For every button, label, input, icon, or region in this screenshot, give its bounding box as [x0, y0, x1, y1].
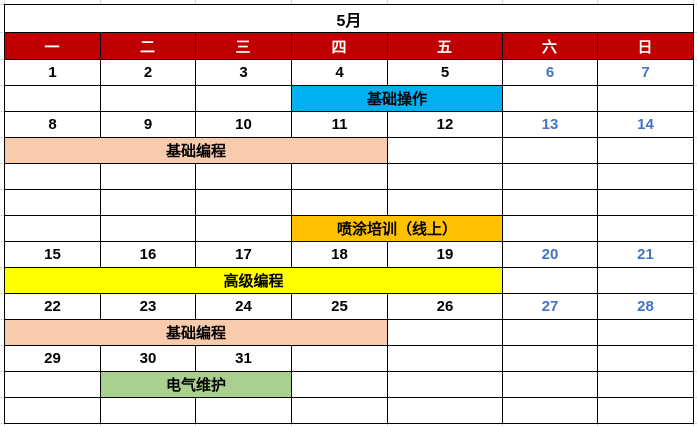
- date-cell[interactable]: 5: [388, 60, 503, 86]
- date-cell[interactable]: 27: [503, 294, 598, 320]
- empty-cell[interactable]: [196, 398, 292, 424]
- empty-cell[interactable]: [598, 398, 694, 424]
- empty-cell[interactable]: [388, 164, 503, 190]
- date-cell[interactable]: [388, 346, 503, 372]
- date-cell[interactable]: 18: [292, 242, 388, 268]
- empty-cell[interactable]: [503, 268, 598, 294]
- empty-cell[interactable]: [503, 86, 598, 112]
- date-cell[interactable]: [503, 346, 598, 372]
- empty-cell[interactable]: [503, 216, 598, 242]
- empty-cell[interactable]: [388, 398, 503, 424]
- empty-cell[interactable]: [5, 190, 101, 216]
- date-cell[interactable]: 28: [598, 294, 694, 320]
- date-cell[interactable]: 2: [101, 60, 196, 86]
- date-cell[interactable]: 17: [196, 242, 292, 268]
- date-cell[interactable]: 11: [292, 112, 388, 138]
- date-cell[interactable]: 1: [5, 60, 101, 86]
- date-cell[interactable]: 15: [5, 242, 101, 268]
- empty-cell[interactable]: [388, 372, 503, 398]
- empty-cell[interactable]: [292, 398, 388, 424]
- empty-cell[interactable]: [503, 372, 598, 398]
- date-cell[interactable]: 20: [503, 242, 598, 268]
- empty-cell[interactable]: [5, 372, 101, 398]
- calendar-month-title: 5月: [5, 5, 694, 33]
- empty-cell[interactable]: [388, 138, 503, 164]
- empty-cell[interactable]: [598, 164, 694, 190]
- empty-cell[interactable]: [598, 268, 694, 294]
- date-cell[interactable]: 6: [503, 60, 598, 86]
- empty-cell[interactable]: [503, 164, 598, 190]
- date-cell[interactable]: 23: [101, 294, 196, 320]
- empty-cell[interactable]: [196, 86, 292, 112]
- empty-cell[interactable]: [388, 320, 503, 346]
- empty-cell[interactable]: [598, 320, 694, 346]
- date-cell[interactable]: 14: [598, 112, 694, 138]
- date-cell[interactable]: 19: [388, 242, 503, 268]
- empty-cell[interactable]: [598, 138, 694, 164]
- empty-cell[interactable]: [388, 190, 503, 216]
- date-cell[interactable]: 12: [388, 112, 503, 138]
- empty-cell[interactable]: [5, 86, 101, 112]
- date-cell[interactable]: 9: [101, 112, 196, 138]
- date-cell[interactable]: 4: [292, 60, 388, 86]
- weekday-header-2: 二: [101, 33, 196, 60]
- date-cell[interactable]: 10: [196, 112, 292, 138]
- weekday-header-7: 日: [598, 33, 694, 60]
- empty-cell[interactable]: [101, 190, 196, 216]
- empty-cell[interactable]: [5, 398, 101, 424]
- empty-cell[interactable]: [292, 164, 388, 190]
- empty-cell[interactable]: [598, 216, 694, 242]
- empty-cell[interactable]: [5, 164, 101, 190]
- empty-cell[interactable]: [196, 216, 292, 242]
- date-cell[interactable]: 25: [292, 294, 388, 320]
- empty-cell[interactable]: [292, 372, 388, 398]
- event-bar[interactable]: 基础编程: [5, 138, 388, 164]
- empty-cell[interactable]: [598, 86, 694, 112]
- weekday-header-6: 六: [503, 33, 598, 60]
- empty-cell[interactable]: [598, 190, 694, 216]
- event-bar[interactable]: 高级编程: [5, 268, 503, 294]
- event-bar[interactable]: 基础编程: [5, 320, 388, 346]
- date-cell[interactable]: [598, 346, 694, 372]
- date-cell[interactable]: 16: [101, 242, 196, 268]
- date-cell[interactable]: [292, 346, 388, 372]
- date-cell[interactable]: 22: [5, 294, 101, 320]
- empty-cell[interactable]: [598, 372, 694, 398]
- empty-cell[interactable]: [503, 190, 598, 216]
- empty-cell[interactable]: [101, 398, 196, 424]
- empty-cell[interactable]: [5, 216, 101, 242]
- empty-cell[interactable]: [101, 164, 196, 190]
- date-cell[interactable]: 26: [388, 294, 503, 320]
- date-cell[interactable]: 3: [196, 60, 292, 86]
- date-cell[interactable]: 30: [101, 346, 196, 372]
- event-bar[interactable]: 基础操作: [292, 86, 503, 112]
- empty-cell[interactable]: [101, 86, 196, 112]
- date-cell[interactable]: 8: [5, 112, 101, 138]
- event-bar[interactable]: 喷涂培训（线上）: [292, 216, 503, 242]
- empty-cell[interactable]: [503, 398, 598, 424]
- date-cell[interactable]: 29: [5, 346, 101, 372]
- event-bar[interactable]: 电气维护: [101, 372, 292, 398]
- weekday-header-4: 四: [292, 33, 388, 60]
- calendar-table: 5月 一二三四五六日 1 2 3 4 5 6 7 基础操作 8 9 10 11 12 13 14 基础编程 喷涂培…: [4, 4, 694, 424]
- empty-cell[interactable]: [196, 190, 292, 216]
- weekday-header-1: 一: [5, 33, 101, 60]
- empty-cell[interactable]: [196, 164, 292, 190]
- date-cell[interactable]: 31: [196, 346, 292, 372]
- date-cell[interactable]: 21: [598, 242, 694, 268]
- empty-cell[interactable]: [292, 190, 388, 216]
- date-cell[interactable]: 7: [598, 60, 694, 86]
- date-cell[interactable]: 24: [196, 294, 292, 320]
- empty-cell[interactable]: [503, 320, 598, 346]
- weekday-header-5: 五: [388, 33, 503, 60]
- weekday-header-3: 三: [196, 33, 292, 60]
- empty-cell[interactable]: [101, 216, 196, 242]
- empty-cell[interactable]: [503, 138, 598, 164]
- date-cell[interactable]: 13: [503, 112, 598, 138]
